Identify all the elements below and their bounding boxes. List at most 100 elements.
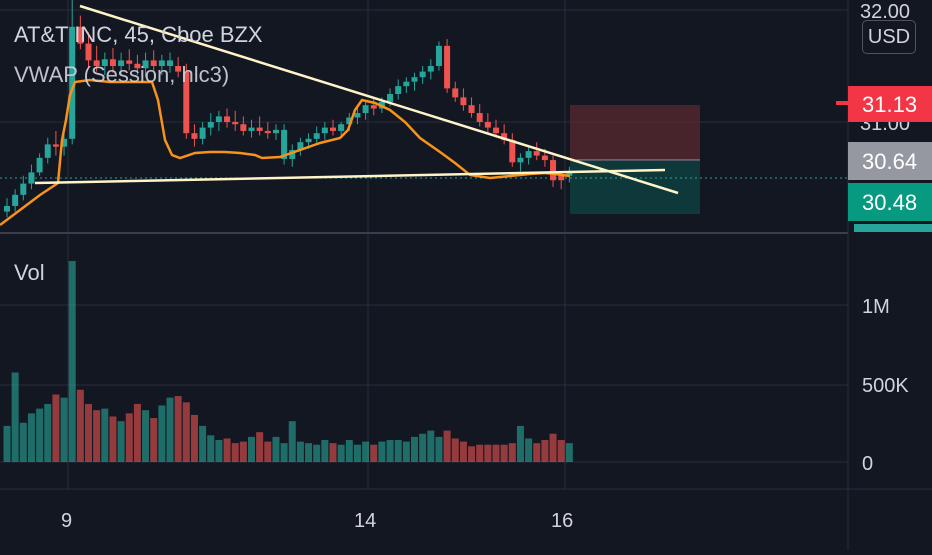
candle-body <box>101 59 108 66</box>
volume-bar <box>264 441 272 462</box>
volume-bar <box>199 425 207 462</box>
volume-bar <box>85 403 92 462</box>
volume-bar <box>239 441 247 462</box>
volume-bar <box>288 421 296 462</box>
candle-body <box>199 127 206 139</box>
candle-body <box>248 127 255 131</box>
symbol-title[interactable]: AT&T INC, 45, Cboe BZX <box>14 22 263 47</box>
volume-bar <box>117 421 125 462</box>
candle-body <box>395 86 402 94</box>
time-tick-16: 16 <box>551 510 573 532</box>
candle-body <box>167 60 173 66</box>
volume-bar <box>500 444 508 462</box>
candle-body <box>558 175 565 181</box>
candle-body <box>44 144 51 158</box>
volume-bar <box>11 372 19 462</box>
candle-body <box>20 183 27 195</box>
candle-body <box>175 66 182 72</box>
volume-bar <box>565 443 573 462</box>
candle-body <box>240 124 247 131</box>
candle-body <box>550 160 557 181</box>
candle-body <box>69 26 76 139</box>
candle-body <box>12 194 19 206</box>
volume-bar <box>370 444 378 462</box>
price-badge-entry[interactable]: 30.64 <box>848 142 932 180</box>
volume-bar <box>182 402 190 462</box>
candle-body <box>264 130 271 134</box>
candle-body <box>289 150 296 159</box>
volume-bar <box>533 443 541 462</box>
candle-body <box>403 81 410 87</box>
volume-bar <box>516 425 524 462</box>
candle-body <box>142 60 149 69</box>
candle-body <box>134 63 141 69</box>
badge-31-13: 31.13 <box>862 92 917 117</box>
volume-bar <box>459 441 467 462</box>
candle-body <box>387 94 394 102</box>
candle-body <box>85 43 92 61</box>
volume-tick-0: 0 <box>862 453 873 475</box>
candle-body <box>313 133 320 139</box>
candle-body <box>476 113 483 122</box>
volume-title[interactable]: Vol <box>14 260 45 285</box>
candle-body <box>452 88 459 98</box>
candle-body <box>321 127 328 134</box>
descending-trendline[interactable] <box>79 4 679 195</box>
volume-tick-500k: 500K <box>862 375 909 397</box>
volume-bar <box>353 444 361 462</box>
time-tick-14: 14 <box>354 510 376 532</box>
candle-body <box>109 59 116 66</box>
candle-body <box>297 142 304 150</box>
volume-bar <box>223 438 231 462</box>
volume-bar <box>378 441 386 462</box>
volume-bar <box>411 436 418 462</box>
candle-body <box>460 97 467 106</box>
badge-30-64: 30.64 <box>862 149 917 174</box>
volume-bar <box>256 432 264 462</box>
volume-bar <box>525 438 533 462</box>
volume-bar <box>109 416 117 462</box>
volume-bar <box>52 394 60 462</box>
candle-body <box>370 105 377 109</box>
volume-bar <box>321 440 329 462</box>
volume-bar <box>207 435 215 462</box>
volume-bar <box>166 397 174 462</box>
currency-button[interactable]: USD <box>862 20 916 54</box>
price-tick-32: 32.00 <box>860 1 910 23</box>
candle-body <box>444 45 451 89</box>
candles[interactable] <box>4 0 573 218</box>
candle-body <box>207 122 214 128</box>
candle-body <box>533 151 540 156</box>
take-profit-zone[interactable] <box>570 161 700 214</box>
volume-bar <box>44 403 52 462</box>
volume-bar <box>492 444 500 462</box>
volume-bar <box>150 418 158 462</box>
indicator-title[interactable]: VWAP (Session, hlc3) <box>14 62 230 87</box>
volume-bar <box>484 444 492 462</box>
volume-bar <box>174 396 182 462</box>
volume-bar <box>419 433 427 462</box>
candle-body <box>191 133 198 139</box>
volume-bar <box>541 440 549 462</box>
candle-body <box>215 116 222 122</box>
volume-bar <box>313 444 321 462</box>
volume-bar <box>345 440 353 462</box>
volume-bar <box>36 408 44 462</box>
candle-body <box>224 116 231 122</box>
volume-bar <box>190 414 198 462</box>
price-badge-stop[interactable]: 31.13 <box>836 86 932 122</box>
price-badge-current[interactable]: 30.48 <box>848 183 932 232</box>
volume-bar <box>402 441 410 462</box>
support-trendline[interactable] <box>34 168 666 185</box>
candle-body <box>525 151 532 158</box>
candle-body <box>419 71 426 78</box>
volume-bar <box>549 433 557 462</box>
volume-bar <box>215 440 223 462</box>
candle-body <box>61 138 68 147</box>
time-tick-9: 9 <box>61 510 72 532</box>
stop-loss-zone[interactable] <box>570 105 700 160</box>
candle-body <box>36 157 43 173</box>
volume-bar <box>476 444 484 462</box>
